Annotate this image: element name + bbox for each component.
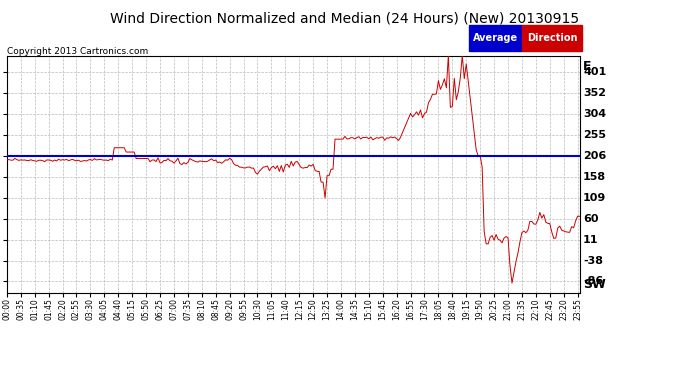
Text: -86: -86 <box>583 276 603 286</box>
Text: Copyright 2013 Cartronics.com: Copyright 2013 Cartronics.com <box>7 47 148 56</box>
Text: -38: -38 <box>583 256 603 266</box>
Text: 352: 352 <box>583 88 606 98</box>
Text: Direction: Direction <box>527 33 578 43</box>
Text: 401: 401 <box>583 67 607 77</box>
Text: 206: 206 <box>583 151 607 161</box>
Text: SW: SW <box>583 278 606 291</box>
Text: 60: 60 <box>583 214 598 223</box>
Text: 11: 11 <box>583 235 598 244</box>
Text: 304: 304 <box>583 109 607 119</box>
Text: 255: 255 <box>583 130 606 140</box>
Text: E: E <box>583 60 591 73</box>
Text: Wind Direction Normalized and Median (24 Hours) (New) 20130915: Wind Direction Normalized and Median (24… <box>110 11 580 25</box>
Text: 109: 109 <box>583 193 607 202</box>
Text: Average: Average <box>473 33 518 43</box>
Text: 158: 158 <box>583 171 607 182</box>
